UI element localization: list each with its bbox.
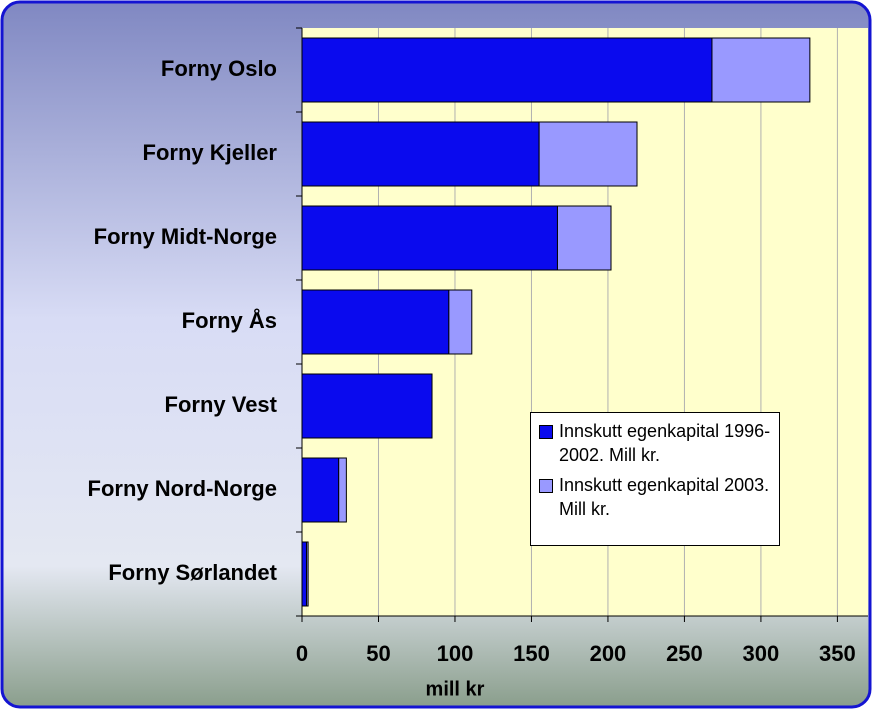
legend: Innskutt egenkapital 1996-2002. Mill kr.… [530,412,780,546]
bar [301,457,340,523]
bar [306,541,309,607]
x-tick-label: 100 [437,641,474,666]
bar [301,289,450,355]
x-tick-label: 150 [513,641,550,666]
y-tick-label: Forny Oslo [161,56,277,81]
x-tick-label: 50 [366,641,390,666]
y-tick-label: Forny Vest [165,392,278,417]
legend-swatch [539,425,553,439]
y-tick-label: Forny Ås [182,307,277,333]
bar [538,121,638,187]
bar [556,205,612,271]
bar [301,37,713,103]
x-tick-label: 300 [743,641,780,666]
legend-swatch [539,479,553,493]
bar [301,541,308,607]
bar [301,373,433,439]
y-tick-label: Forny Midt-Norge [94,224,277,249]
legend-item: Innskutt egenkapital 1996-2002. Mill kr. [539,419,771,467]
legend-label: Innskutt egenkapital 2003. Mill kr. [559,475,770,519]
bar [338,457,347,523]
bar [301,121,540,187]
x-tick-label: 350 [819,641,856,666]
bar [301,205,558,271]
y-tick-label: Forny Kjeller [143,140,278,165]
x-axis-label: mill kr [426,678,485,700]
x-tick-label: 250 [666,641,703,666]
y-tick-label: Forny Nord-Norge [88,476,277,501]
x-tick-label: 0 [296,641,308,666]
bar [448,289,473,355]
x-tick-label: 200 [590,641,627,666]
y-tick-label: Forny Sørlandet [108,560,277,585]
bar [711,37,811,103]
legend-label: Innskutt egenkapital 1996-2002. Mill kr. [559,421,771,465]
legend-item: Innskutt egenkapital 2003. Mill kr. [539,473,771,521]
